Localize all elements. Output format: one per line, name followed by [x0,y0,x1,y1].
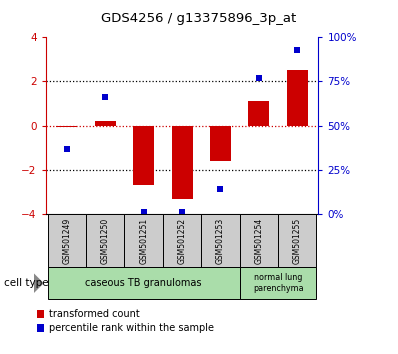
Bar [210,126,231,161]
Bar [163,214,201,267]
Bar [57,126,78,127]
Point [179,210,185,215]
Text: normal lung
parenchyma: normal lung parenchyma [253,274,303,293]
Bar [48,267,240,299]
Text: GSM501254: GSM501254 [254,218,263,264]
Text: GDS4256 / g13375896_3p_at: GDS4256 / g13375896_3p_at [101,12,297,25]
Point [102,95,109,100]
Polygon shape [34,273,44,293]
Bar [248,101,269,126]
Text: GSM501253: GSM501253 [216,218,225,264]
Text: GSM501250: GSM501250 [101,218,110,264]
Bar [201,214,240,267]
Text: GSM501251: GSM501251 [139,218,148,264]
Point [217,187,224,192]
Bar [125,214,163,267]
Text: cell type: cell type [4,278,49,288]
Point [64,146,70,152]
Bar [240,267,316,299]
Bar [86,214,125,267]
Point [256,75,262,81]
Text: GSM501255: GSM501255 [293,218,302,264]
Bar [240,214,278,267]
Legend: transformed count, percentile rank within the sample: transformed count, percentile rank withi… [37,309,215,333]
Bar [95,121,116,126]
Bar [48,214,86,267]
Bar [278,214,316,267]
Text: GSM501249: GSM501249 [62,218,71,264]
Point [140,210,147,215]
Bar [287,70,308,126]
Text: caseous TB granulomas: caseous TB granulomas [86,278,202,288]
Bar [172,126,193,199]
Bar [133,126,154,185]
Text: GSM501252: GSM501252 [178,218,187,264]
Point [294,47,300,52]
